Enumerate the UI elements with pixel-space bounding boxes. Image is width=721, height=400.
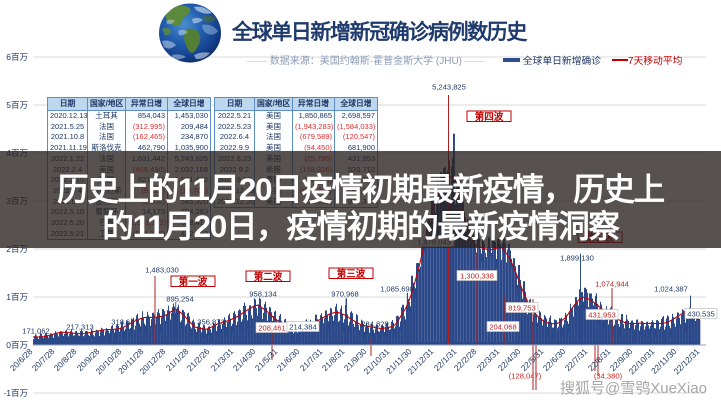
svg-text:22/4/30: 22/4/30 — [496, 346, 523, 373]
svg-text:(34,380): (34,380) — [594, 372, 623, 381]
svg-text:2百万: 2百万 — [6, 244, 28, 254]
svg-text:6百万: 6百万 — [6, 52, 28, 62]
svg-text:22/7/31: 22/7/31 — [563, 346, 590, 373]
svg-text:21/6/30: 21/6/30 — [275, 346, 302, 373]
svg-text:21/4/30: 21/4/30 — [231, 346, 258, 373]
svg-text:21/2/26: 21/2/26 — [185, 346, 212, 373]
svg-text:958,134: 958,134 — [249, 290, 276, 299]
svg-text:22/5/31: 22/5/31 — [519, 346, 546, 373]
svg-text:20/7/28: 20/7/28 — [30, 346, 57, 373]
svg-text:第二波: 第二波 — [254, 271, 283, 283]
svg-text:22/12/31: 22/12/31 — [672, 346, 702, 376]
svg-text:21/3/31: 21/3/31 — [209, 346, 236, 373]
svg-text:5百万: 5百万 — [6, 100, 28, 110]
svg-text:204,068: 204,068 — [489, 323, 516, 332]
svg-text:-1百万: -1百万 — [3, 388, 28, 398]
svg-text:22/6/30: 22/6/30 — [541, 346, 568, 373]
svg-text:214,384: 214,384 — [289, 323, 316, 332]
svg-text:5,243,825: 5,243,825 — [432, 83, 466, 92]
svg-text:22/8/31: 22/8/31 — [586, 346, 613, 373]
svg-text:284,820: 284,820 — [361, 320, 388, 329]
svg-text:1,300,338: 1,300,338 — [460, 272, 494, 281]
svg-text:1百万: 1百万 — [6, 292, 28, 302]
svg-text:217,313: 217,313 — [66, 323, 93, 332]
svg-text:20/6/28: 20/6/28 — [8, 346, 35, 373]
svg-text:第四波: 第四波 — [475, 111, 504, 123]
svg-text:356,873: 356,873 — [197, 318, 224, 327]
svg-text:第三波: 第三波 — [337, 268, 366, 280]
svg-text:1,899,130: 1,899,130 — [560, 254, 594, 263]
svg-text:819,753: 819,753 — [508, 304, 535, 313]
svg-text:0百万: 0百万 — [6, 340, 28, 350]
svg-text:318,647: 318,647 — [111, 318, 138, 327]
svg-text:1,074,944: 1,074,944 — [595, 280, 629, 289]
svg-text:430,535: 430,535 — [687, 310, 714, 319]
svg-text:431,953: 431,953 — [588, 311, 615, 320]
svg-text:22/2/28: 22/2/28 — [452, 346, 479, 373]
svg-text:1,483,030: 1,483,030 — [145, 266, 179, 275]
svg-text:208,461: 208,461 — [258, 324, 285, 333]
svg-text:895,254: 895,254 — [166, 295, 193, 304]
svg-text:第一波: 第一波 — [179, 276, 208, 288]
svg-text:171,062: 171,062 — [22, 327, 49, 336]
svg-text:(128,047): (128,047) — [509, 372, 542, 381]
svg-text:21/7/31: 21/7/31 — [298, 346, 325, 373]
svg-text:1,024,387: 1,024,387 — [654, 285, 688, 294]
svg-text:21/8/31: 21/8/31 — [320, 346, 347, 373]
svg-text:1,085,698: 1,085,698 — [380, 285, 414, 294]
svg-text:970,968: 970,968 — [331, 290, 358, 299]
svg-text:20/8/28: 20/8/28 — [52, 346, 79, 373]
svg-text:21/5/31: 21/5/31 — [253, 346, 280, 373]
